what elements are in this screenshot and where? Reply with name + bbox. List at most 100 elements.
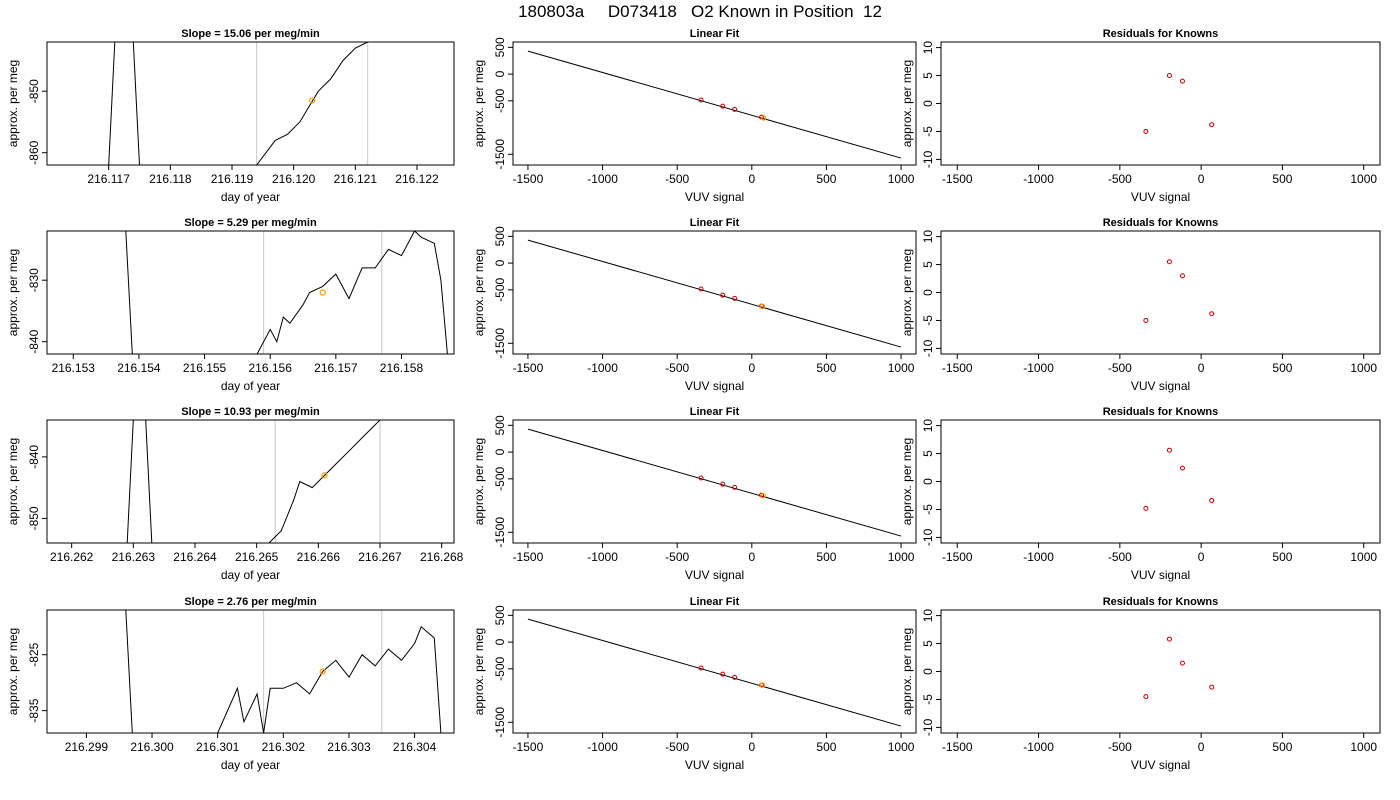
x-tick-label: 500 — [1272, 740, 1292, 754]
panel-title: Linear Fit — [690, 596, 740, 608]
x-tick-label: 216.263 — [112, 550, 156, 564]
plot-frame — [940, 609, 1381, 734]
data-point — [1209, 311, 1215, 317]
y-tick-label: 5 — [921, 72, 935, 79]
plot-area — [108, 42, 369, 165]
residuals-row-3: Residuals for Knowns -1500 -1000 -500 0 500 10… — [900, 406, 1381, 582]
plot-area — [1143, 73, 1215, 134]
y-tick-label: -10 — [921, 339, 935, 357]
x-tick-label: -1000 — [587, 550, 618, 564]
x-tick-label: 216.299 — [65, 740, 109, 754]
y-tick-label: -10 — [921, 718, 935, 736]
panel-title: Residuals for Knowns — [1103, 406, 1219, 418]
time-series-row-1: Slope = 15.06 per meg/min 216.117 216.118 2… — [6, 28, 455, 204]
plot-area — [126, 420, 381, 543]
y-tick-label: 500 — [493, 37, 507, 57]
x-axis-label: VUV signal — [685, 379, 744, 393]
y-tick-label: -840 — [27, 329, 41, 353]
x-tick-label: 1000 — [888, 740, 915, 754]
panel-title: Slope = 15.06 per meg/min — [181, 28, 320, 40]
highlight-point — [759, 682, 766, 688]
y-axis-label: approx. per meg — [900, 438, 914, 525]
linear-fit-row-3: Linear Fit -1500 -1000 -500 0 500 1000 500 0 -500… — [472, 406, 917, 582]
panel-title: Residuals for Knowns — [1103, 28, 1219, 40]
data-point — [319, 668, 326, 675]
x-tick-label: -500 — [665, 172, 689, 186]
x-tick-label: -1500 — [513, 550, 544, 564]
y-axis-label: approx. per meg — [900, 60, 914, 147]
y-tick-label: 0 — [921, 100, 935, 107]
x-tick-label: -1000 — [1023, 361, 1054, 375]
x-tick-label: 216.118 — [149, 172, 192, 186]
y-tick-label: -830 — [27, 268, 41, 292]
x-tick-label: 500 — [1272, 361, 1292, 375]
data-point — [1179, 78, 1185, 84]
x-tick-label: 500 — [816, 172, 836, 186]
data-point — [1143, 505, 1149, 511]
y-tick-label: -850 — [27, 79, 41, 103]
plot-frame — [512, 41, 917, 166]
y-tick-label: 5 — [921, 450, 935, 457]
time-series-row-2: Slope = 5.29 per meg/min 216.153 216.154 21… — [6, 217, 455, 393]
plot-frame — [46, 230, 455, 355]
y-tick-label: -1500 — [493, 707, 507, 738]
plot-frame — [940, 419, 1381, 544]
data-point — [1209, 498, 1215, 504]
y-tick-label: -840 — [27, 445, 41, 469]
x-tick-label: 0 — [748, 361, 755, 375]
series-line — [108, 42, 368, 165]
x-tick-label: -1000 — [1023, 740, 1054, 754]
data-point — [732, 674, 738, 680]
residuals-row-4: Residuals for Knowns -1500 -1000 -500 0 500 10… — [900, 596, 1381, 772]
x-tick-label: 216.121 — [334, 172, 378, 186]
y-tick-label: -500 — [493, 656, 507, 680]
x-tick-label: 1000 — [1350, 550, 1377, 564]
linear-fit-row-1: Linear Fit -1500 -1000 -500 0 500 1000 500 0 -500… — [472, 28, 917, 204]
x-tick-label: -500 — [1108, 550, 1132, 564]
x-tick-label: -500 — [1108, 172, 1132, 186]
x-tick-label: 0 — [748, 740, 755, 754]
x-tick-label: 500 — [816, 361, 836, 375]
x-tick-label: 216.262 — [50, 550, 94, 564]
data-point — [720, 481, 726, 487]
data-point — [720, 103, 726, 109]
y-axis-label: approx. per meg — [6, 628, 20, 715]
x-tick-label: 216.155 — [183, 361, 227, 375]
data-point — [732, 484, 738, 490]
y-tick-label: -500 — [493, 466, 507, 490]
y-tick-label: 0 — [493, 638, 507, 645]
y-axis-label: approx. per meg — [472, 628, 486, 715]
y-axis-label: approx. per meg — [472, 60, 486, 147]
y-tick-label: -5 — [921, 126, 935, 137]
x-tick-label: -500 — [1108, 361, 1132, 375]
y-tick-label: -1500 — [493, 328, 507, 359]
x-tick-label: -1000 — [1023, 172, 1054, 186]
plot-frame — [46, 419, 455, 544]
highlight-point — [759, 303, 766, 310]
data-point — [319, 289, 326, 296]
plot-frame — [46, 41, 455, 166]
y-tick-label: -5 — [921, 694, 935, 705]
x-tick-label: 216.267 — [358, 550, 402, 564]
y-tick-label: -850 — [27, 506, 41, 530]
y-tick-label: 5 — [921, 261, 935, 268]
data-point — [720, 671, 726, 677]
y-axis-label: approx. per meg — [6, 438, 20, 525]
x-axis-label: VUV signal — [1131, 758, 1190, 772]
y-axis-label: approx. per meg — [6, 249, 20, 336]
x-tick-label: -1500 — [942, 740, 973, 754]
data-point — [1143, 128, 1149, 134]
y-tick-label: 0 — [493, 448, 507, 455]
y-tick-label: 500 — [493, 226, 507, 246]
x-axis-label: VUV signal — [1131, 379, 1190, 393]
y-tick-label: 0 — [921, 289, 935, 296]
y-tick-label: 500 — [493, 605, 507, 625]
x-tick-label: -1500 — [942, 172, 973, 186]
y-tick-label: -1500 — [493, 139, 507, 170]
x-tick-label: 216.119 — [211, 172, 254, 186]
fit-line — [527, 239, 902, 348]
y-tick-label: 10 — [921, 41, 935, 55]
x-tick-label: -1000 — [587, 740, 618, 754]
panel-title: Slope = 2.76 per meg/min — [184, 596, 317, 608]
linear-fit-row-4: Linear Fit -1500 -1000 -500 0 500 1000 500 0 -500… — [472, 596, 917, 772]
